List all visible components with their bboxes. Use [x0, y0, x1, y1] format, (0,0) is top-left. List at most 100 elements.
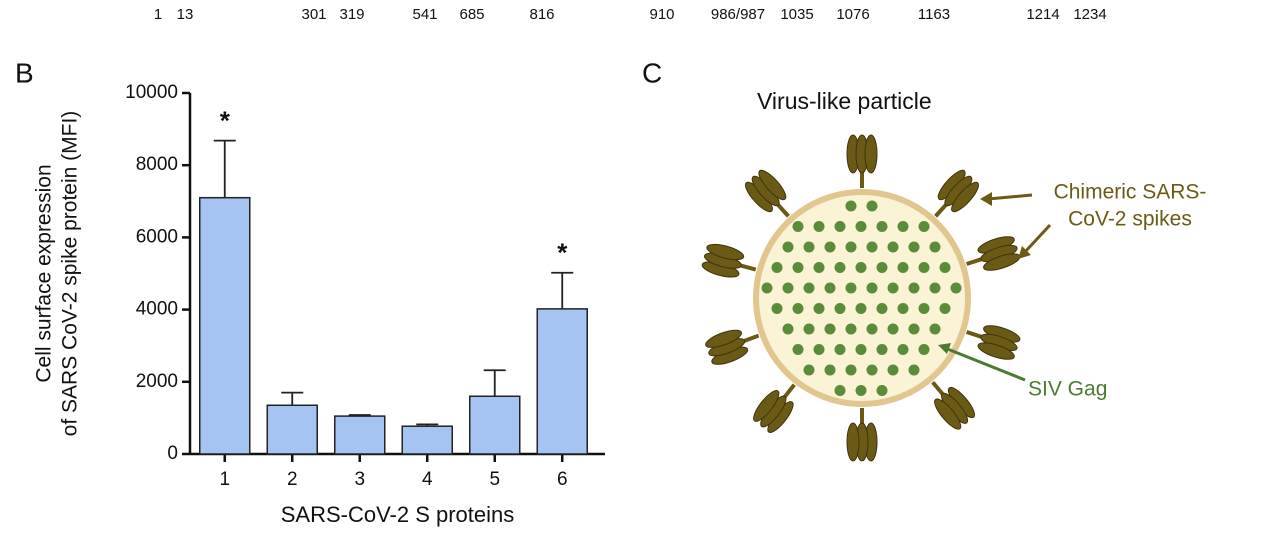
gag-dot: [887, 364, 899, 376]
position-label: 685: [459, 6, 484, 23]
gag-dot: [834, 221, 846, 232]
diagram: Virus-like particle Chimeric SARS- CoV-2…: [701, 88, 1207, 462]
gag-dot: [824, 241, 836, 253]
y-tick-label: 6000: [136, 226, 178, 247]
gag-dot: [855, 262, 867, 273]
gag-dot: [771, 303, 783, 314]
gag-dot: [866, 282, 878, 294]
diagram-title: Virus-like particle: [757, 88, 932, 114]
position-label: 816: [529, 6, 554, 23]
position-label: 1163: [918, 6, 950, 23]
x-tick-label: 4: [422, 469, 433, 490]
y-tick-label: 8000: [136, 154, 178, 175]
spike-stem: [742, 333, 760, 343]
spike-stem: [776, 203, 790, 218]
position-label: 301: [301, 6, 326, 23]
gag-dot: [897, 262, 909, 273]
gag-dot: [897, 303, 909, 314]
spike-stem: [860, 408, 864, 424]
gag-dot: [897, 344, 909, 355]
spike-lobe: [846, 422, 860, 462]
spike-lobe: [864, 134, 878, 174]
gag-label: SIV Gag: [1028, 378, 1107, 401]
gag-dot: [918, 303, 930, 314]
bar: [266, 404, 318, 455]
spike-lobe: [951, 181, 980, 213]
panel-label: C: [642, 57, 662, 88]
error-bar: [416, 423, 439, 427]
y-tick-label: 0: [167, 443, 178, 464]
gag-dot: [845, 241, 857, 253]
spike: [846, 134, 878, 188]
y-tick-label: 2000: [136, 371, 178, 392]
spike: [753, 383, 796, 433]
spike: [846, 408, 878, 462]
spike: [965, 325, 1021, 360]
spike-lobe: [977, 342, 1015, 360]
panel-label: E: [642, 542, 661, 546]
x-tick-label: 5: [489, 469, 500, 490]
bar: [401, 425, 453, 455]
position-label: 13: [177, 6, 194, 23]
x-axis-title: SARS-CoV-2 S proteins: [281, 502, 515, 527]
gag-dot: [834, 262, 846, 273]
gag-dot: [771, 262, 783, 273]
arrowhead: [938, 343, 951, 354]
spike-stem: [860, 172, 864, 188]
gag-dot: [939, 303, 951, 314]
spikes: [701, 134, 1021, 462]
gag-dot: [866, 241, 878, 253]
arrowhead: [980, 192, 992, 206]
error-bar: [213, 139, 236, 198]
position-label: 1214: [1026, 6, 1059, 23]
spike-stem: [782, 383, 796, 399]
spike-lobe: [753, 390, 780, 422]
gag-dot: [813, 344, 825, 355]
gag-dot: [845, 200, 857, 212]
panel-label: B: [15, 57, 34, 88]
gag-dot: [929, 241, 941, 253]
gag-dot: [939, 262, 951, 273]
x-tick-label: 6: [557, 469, 568, 490]
x-tick-label: 3: [354, 469, 365, 490]
gag-dot: [824, 364, 836, 376]
gag-dot: [950, 282, 962, 294]
position-label: 1234: [1073, 6, 1106, 23]
y-axis-title: Cell surface expression: [33, 164, 56, 382]
gag-dot: [845, 364, 857, 376]
gag-dot: [897, 221, 909, 232]
gag-dot: [866, 364, 878, 376]
gag-dot: [918, 262, 930, 273]
gag-dot: [782, 323, 794, 335]
spike-label: Chimeric SARS-: [1054, 181, 1207, 204]
error-bar: [551, 271, 574, 309]
gag-dot: [782, 282, 794, 294]
gag-dot: [845, 282, 857, 294]
gag-dot: [834, 344, 846, 355]
position-label: 1076: [836, 6, 869, 23]
gag-dot: [803, 364, 815, 376]
gag-dot: [929, 282, 941, 294]
gag-dot: [876, 344, 888, 355]
spike-stem: [965, 257, 983, 266]
y-axis-title: of SARS CoV-2 spike protein (MFI): [59, 111, 82, 437]
gag-dot: [887, 241, 899, 253]
spike-stem: [739, 263, 757, 272]
position-label: 1035: [780, 6, 813, 23]
gag-dot: [761, 282, 773, 294]
gag-dot: [803, 323, 815, 335]
gag-dot: [834, 385, 846, 396]
spike: [701, 243, 757, 278]
gag-dot: [792, 221, 804, 232]
spike: [934, 169, 980, 218]
gag-dot: [876, 303, 888, 314]
gag-dot: [813, 303, 825, 314]
gag-dot: [918, 344, 930, 355]
gag-dot: [887, 323, 899, 335]
gag-dot: [866, 200, 878, 212]
arrow: [1022, 223, 1052, 255]
gag-dot: [876, 221, 888, 232]
spike-stem: [965, 330, 983, 339]
significance-label: *: [557, 238, 568, 268]
gag-dot: [929, 323, 941, 335]
